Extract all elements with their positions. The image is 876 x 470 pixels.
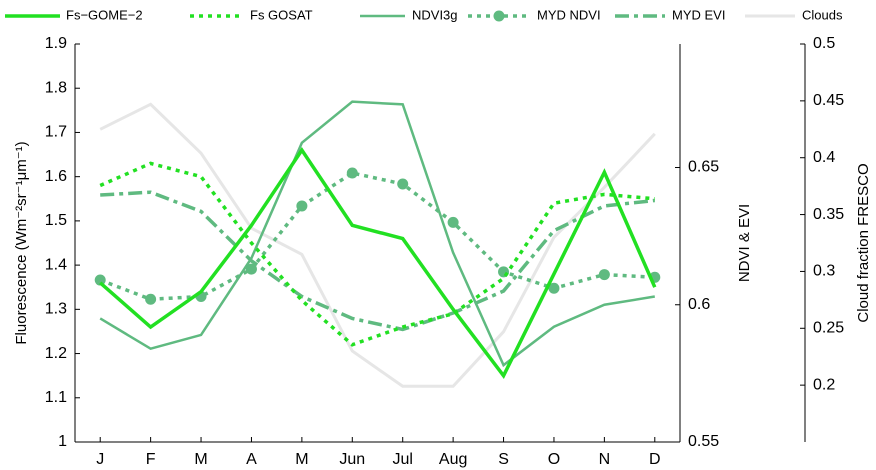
series-line <box>99 102 656 388</box>
tick-label: 1.2 <box>45 345 67 362</box>
point <box>94 274 106 286</box>
tick-label: 0.6 <box>688 296 710 313</box>
x-tick-label: Jun <box>339 451 365 468</box>
tick-label: 1.6 <box>45 168 67 185</box>
point <box>296 200 308 212</box>
x-tick-label: A <box>246 451 257 468</box>
x-tick-label: Jul <box>392 451 412 468</box>
tick-label: 0.2 <box>813 376 835 393</box>
x-tick-label: O <box>548 451 560 468</box>
point <box>447 216 459 228</box>
tick-label: 1.9 <box>45 35 67 52</box>
x-tick-label: J <box>96 451 104 468</box>
legend-marker <box>493 10 505 22</box>
tick-label: 1.8 <box>45 79 67 96</box>
series-line <box>99 161 655 347</box>
legend-label: Fs−GOME−2 <box>66 7 143 22</box>
tick-label: 1.4 <box>45 256 67 273</box>
series-line <box>99 146 657 379</box>
point <box>346 167 358 179</box>
tick-label: 0.3 <box>813 263 835 280</box>
series-line <box>99 100 655 368</box>
tick-label: 0.65 <box>688 159 719 176</box>
x-tick-label: M <box>295 451 308 468</box>
tick-label: 0.35 <box>813 206 844 223</box>
tick-label: 0.55 <box>688 433 719 450</box>
legend-label: Clouds <box>802 7 843 22</box>
series-line <box>99 171 655 302</box>
x-tick-label: Aug <box>439 451 467 468</box>
point <box>245 263 257 275</box>
tick-label: 1.5 <box>45 212 67 229</box>
point <box>548 282 560 294</box>
x-tick-label: D <box>649 451 661 468</box>
legend-label: MYD NDVI <box>537 7 601 22</box>
point <box>145 293 157 305</box>
y2-axis-label: NDVI & EVI <box>736 204 753 282</box>
tick-label: 1 <box>58 433 67 450</box>
tick-label: 1.3 <box>45 301 67 318</box>
point <box>598 269 610 281</box>
series-line <box>100 190 655 332</box>
tick-label: 0.25 <box>813 320 844 337</box>
x-tick-label: N <box>599 451 611 468</box>
legend-label: NDVI3g <box>412 7 458 22</box>
tick-label: 1.1 <box>45 389 67 406</box>
y3-axis-label: Cloud fraction FRESCO <box>855 163 872 322</box>
legend-label: Fs GOSAT <box>250 7 313 22</box>
point <box>397 178 409 190</box>
tick-label: 0.5 <box>813 35 835 52</box>
x-tick-label: S <box>498 451 509 468</box>
x-tick-label: F <box>146 451 156 468</box>
x-tick-label: M <box>194 451 207 468</box>
y-axis-label: Fluorescence (Wm⁻²sr⁻¹μm⁻¹) <box>13 141 30 344</box>
tick-label: 0.45 <box>813 92 844 109</box>
tick-label: 1.7 <box>45 124 67 141</box>
legend-label: MYD EVI <box>672 7 725 22</box>
tick-label: 0.4 <box>813 149 835 166</box>
